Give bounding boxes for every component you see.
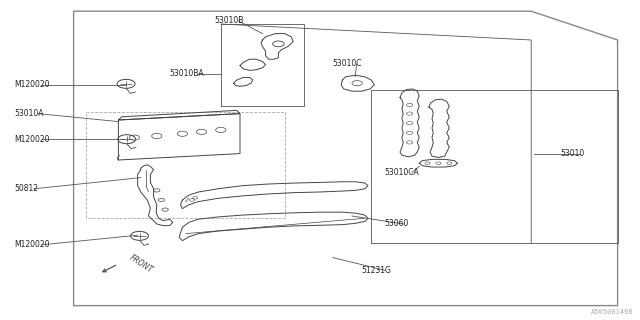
- Text: 50812: 50812: [14, 184, 38, 193]
- Text: 53010C: 53010C: [333, 60, 362, 68]
- Text: 53010BA: 53010BA: [170, 69, 204, 78]
- Text: 51231G: 51231G: [362, 266, 392, 275]
- Text: 53060: 53060: [384, 220, 408, 228]
- Text: M120020: M120020: [14, 135, 49, 144]
- Text: M120020: M120020: [14, 80, 49, 89]
- Text: A505001498: A505001498: [591, 309, 634, 315]
- Text: 53010B: 53010B: [214, 16, 244, 25]
- Text: 53010: 53010: [560, 149, 584, 158]
- Text: 53010A: 53010A: [14, 109, 44, 118]
- Text: M120020: M120020: [14, 240, 49, 249]
- Text: FRONT: FRONT: [128, 253, 155, 275]
- Text: 53010CA: 53010CA: [384, 168, 419, 177]
